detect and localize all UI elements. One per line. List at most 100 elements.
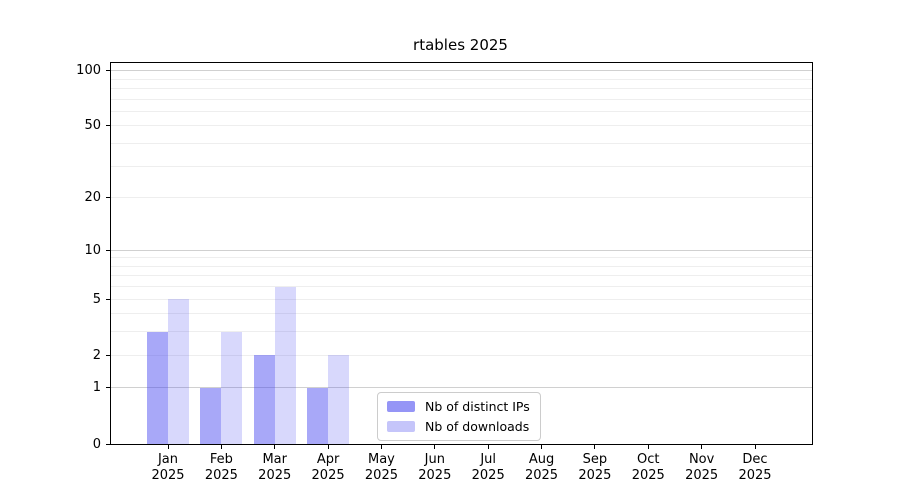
gridline-minor xyxy=(111,98,812,100)
x-tick-month: Jun xyxy=(424,452,445,467)
x-tick-label-jul: Jul 2025 xyxy=(458,452,518,484)
y-tick-mark xyxy=(106,70,111,72)
gridline-major xyxy=(111,387,812,389)
x-tick-label-jan: Jan 2025 xyxy=(138,452,198,484)
gridline-minor xyxy=(111,143,812,145)
y-tick-label: 100 xyxy=(76,63,101,79)
legend-item-downloads: Nb of downloads xyxy=(387,419,530,434)
gridline-minor xyxy=(111,286,812,288)
x-tick-month: Sep xyxy=(582,452,608,467)
x-tick-year: 2025 xyxy=(204,468,238,483)
x-tick-mark xyxy=(594,444,596,449)
y-tick-mark xyxy=(106,125,111,127)
x-tick-month: Apr xyxy=(316,452,340,467)
bar-distinct-ips-jan xyxy=(147,331,168,444)
x-tick-year: 2025 xyxy=(578,468,612,483)
x-tick-year: 2025 xyxy=(524,468,559,483)
x-tick-mark xyxy=(647,444,649,449)
y-tick-mark xyxy=(106,443,111,445)
gridline-minor xyxy=(111,110,812,112)
x-tick-mark xyxy=(380,444,382,449)
bar-distinct-ips-mar xyxy=(253,355,275,444)
gridline-minor xyxy=(111,257,812,259)
bar-downloads-feb xyxy=(221,331,243,444)
x-tick-label-apr: Apr 2025 xyxy=(298,452,358,484)
gridline-minor xyxy=(111,125,812,127)
x-tick-year: 2025 xyxy=(311,468,345,483)
x-tick-month: Mar xyxy=(262,452,287,467)
y-tick-mark xyxy=(106,249,111,251)
y-tick-mark xyxy=(106,387,111,389)
x-tick-mark xyxy=(274,444,276,449)
x-tick-label-may: May 2025 xyxy=(351,452,411,484)
x-tick-label-feb: Feb 2025 xyxy=(191,452,251,484)
x-tick-mark xyxy=(701,444,703,449)
x-tick-label-dec: Dec 2025 xyxy=(725,452,785,484)
x-tick-month: Nov xyxy=(688,452,715,467)
gridline-minor xyxy=(111,331,812,333)
x-tick-year: 2025 xyxy=(151,468,185,483)
x-tick-month: Oct xyxy=(637,452,660,467)
x-tick-year: 2025 xyxy=(471,468,505,483)
x-tick-year: 2025 xyxy=(631,468,665,483)
gridline-minor xyxy=(111,78,812,80)
bar-downloads-apr xyxy=(328,355,350,444)
gridline-minor xyxy=(111,87,812,89)
x-tick-month: Jul xyxy=(480,452,497,467)
x-tick-mark xyxy=(327,444,329,449)
bar-distinct-ips-apr xyxy=(307,387,329,444)
x-tick-year: 2025 xyxy=(258,468,292,483)
x-tick-label-nov: Nov 2025 xyxy=(672,452,732,484)
x-tick-month: Aug xyxy=(528,452,555,467)
gridline-minor xyxy=(111,354,812,356)
legend-swatch-distinct-ips xyxy=(387,401,415,412)
chart-title: rtables 2025 xyxy=(413,36,508,54)
legend-swatch-downloads xyxy=(387,421,415,432)
y-tick-mark xyxy=(106,197,111,199)
legend-label-downloads: Nb of downloads xyxy=(425,419,530,434)
bar-distinct-ips-feb xyxy=(200,387,222,444)
x-tick-mark xyxy=(167,444,169,449)
x-tick-year: 2025 xyxy=(364,468,398,483)
x-tick-year: 2025 xyxy=(685,468,719,483)
y-tick-label: 20 xyxy=(84,190,101,206)
bar-downloads-jan xyxy=(168,299,189,444)
x-tick-mark xyxy=(487,444,489,449)
y-tick-mark xyxy=(106,354,111,356)
gridline-minor xyxy=(111,197,812,199)
x-tick-mark xyxy=(434,444,436,449)
x-tick-label-oct: Oct 2025 xyxy=(618,452,678,484)
y-tick-label: 10 xyxy=(84,242,101,258)
x-tick-month: May xyxy=(368,452,395,467)
x-tick-year: 2025 xyxy=(418,468,452,483)
y-tick-label: 2 xyxy=(92,347,101,363)
x-tick-mark xyxy=(220,444,222,449)
gridline-major xyxy=(111,249,812,251)
gridline-minor xyxy=(111,313,812,315)
y-tick-label: 1 xyxy=(92,380,101,396)
legend: Nb of distinct IPs Nb of downloads xyxy=(377,392,541,441)
x-tick-month: Dec xyxy=(742,452,768,467)
gridline-minor xyxy=(111,298,812,300)
legend-item-distinct-ips: Nb of distinct IPs xyxy=(387,399,530,414)
y-tick-label: 0 xyxy=(92,436,101,452)
bar-downloads-mar xyxy=(274,286,296,444)
x-tick-label-jun: Jun 2025 xyxy=(405,452,465,484)
gridline-minor xyxy=(111,165,812,167)
y-tick-mark xyxy=(106,298,111,300)
x-tick-label-sep: Sep 2025 xyxy=(565,452,625,484)
gridline-minor xyxy=(111,265,812,267)
x-tick-month: Jan xyxy=(157,452,179,467)
gridline-minor xyxy=(111,275,812,277)
y-tick-label: 50 xyxy=(84,118,101,134)
plot-area: Nb of distinct IPs Nb of downloads 100 50… xyxy=(76,62,813,483)
x-tick-mark xyxy=(754,444,756,449)
legend-label-distinct-ips: Nb of distinct IPs xyxy=(425,399,530,414)
x-tick-month: Feb xyxy=(209,452,233,467)
x-tick-label-aug: Aug 2025 xyxy=(512,452,572,484)
gridline-major xyxy=(111,70,812,72)
y-tick-label: 5 xyxy=(92,291,101,307)
x-tick-year: 2025 xyxy=(738,468,772,483)
x-tick-mark xyxy=(541,444,543,449)
